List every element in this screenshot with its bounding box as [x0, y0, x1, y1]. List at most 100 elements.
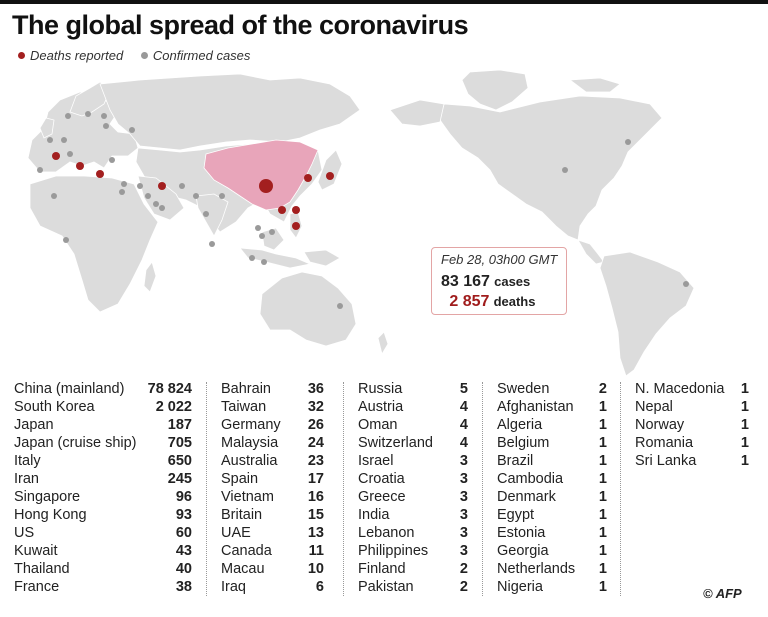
arabia-shape [137, 175, 185, 221]
table-row: Kuwait 43 [14, 542, 192, 560]
case-marker [249, 255, 255, 261]
column-separator [482, 382, 483, 596]
case-marker [153, 201, 159, 207]
country-name: Malaysia [221, 435, 279, 451]
table-row: Nepal 1 [635, 398, 749, 416]
country-name: Singapore [14, 489, 81, 505]
case-marker [61, 137, 67, 143]
table-row: Canada 11 [221, 542, 324, 560]
land-masses [27, 69, 695, 377]
death-marker [278, 206, 286, 214]
case-marker [101, 113, 107, 119]
case-count: 96 [175, 489, 192, 505]
table-column-5: N. Macedonia 1 Nepal 1 Norway 1 Romania 1 Sri La… [635, 380, 749, 598]
case-count: 2 [598, 381, 607, 397]
country-name: Iraq [221, 579, 246, 595]
case-marker [193, 193, 199, 199]
case-count: 1 [740, 399, 749, 415]
case-marker [37, 167, 43, 173]
table-row: India 3 [358, 506, 468, 524]
legend-cases-label: Confirmed cases [152, 48, 251, 63]
case-count: 1 [598, 525, 607, 541]
country-name: Egypt [497, 507, 535, 523]
case-count: 3 [459, 453, 468, 469]
table-row: US 60 [14, 524, 192, 542]
legend-cases: Confirmed cases [140, 48, 251, 63]
case-marker [65, 113, 71, 119]
case-marker [562, 167, 568, 173]
case-marker [103, 123, 109, 129]
totals-deaths-label: deaths [493, 294, 536, 309]
country-name: Brazil [497, 453, 534, 469]
table-row: Algeria 1 [497, 416, 607, 434]
country-name: Bahrain [221, 381, 271, 397]
case-marker [47, 137, 53, 143]
greenland-shape [461, 69, 529, 111]
case-count: 4 [459, 399, 468, 415]
table-row: Macau 10 [221, 560, 324, 578]
case-count: 6 [315, 579, 324, 595]
country-name: Denmark [497, 489, 556, 505]
case-count: 1 [740, 435, 749, 451]
table-row: Switzerland 4 [358, 434, 468, 452]
totals-date: Feb 28, 03h00 GMT [441, 252, 558, 267]
table-row: Philippines 3 [358, 542, 468, 560]
case-markers [37, 111, 689, 309]
case-marker [137, 183, 143, 189]
death-marker [292, 222, 300, 230]
top-rule [0, 0, 768, 4]
country-name: Germany [221, 417, 281, 433]
country-name: Iran [14, 471, 39, 487]
country-name: South Korea [14, 399, 95, 415]
case-count: 43 [175, 543, 192, 559]
totals-deaths: 2 857 deaths [441, 293, 535, 311]
death-marker [259, 179, 273, 193]
death-marker [292, 206, 300, 214]
table-row: Hong Kong 93 [14, 506, 192, 524]
country-name: Thailand [14, 561, 70, 577]
country-name: UAE [221, 525, 251, 541]
totals-cases-label: cases [494, 274, 531, 289]
totals-box: Feb 28, 03h00 GMT 83 167 cases 2 857 dea… [431, 247, 567, 315]
case-count: 2 [459, 561, 468, 577]
case-count: 17 [307, 471, 324, 487]
central-america-shape [577, 239, 605, 265]
case-marker [67, 151, 73, 157]
table-row: Egypt 1 [497, 506, 607, 524]
case-marker [209, 241, 215, 247]
country-name: Taiwan [221, 399, 267, 415]
table-row: Australia 23 [221, 452, 324, 470]
case-count: 1 [740, 453, 749, 469]
country-name: Algeria [497, 417, 543, 433]
table-row: Thailand 40 [14, 560, 192, 578]
russia-shape [99, 73, 361, 151]
table-column-3: Russia 5 Austria 4 Oman 4 Switzerland 4 Israel 3 C… [358, 380, 468, 598]
table-row: Italy 650 [14, 452, 192, 470]
case-count: 3 [459, 471, 468, 487]
world-map [27, 69, 695, 377]
table-row: Nigeria 1 [497, 578, 607, 596]
country-name: Georgia [497, 543, 549, 559]
case-marker [51, 193, 57, 199]
case-marker [683, 281, 689, 287]
country-name: Estonia [497, 525, 546, 541]
arctic-islands-shape [568, 77, 621, 93]
column-separator [620, 382, 621, 596]
country-name: Nigeria [497, 579, 543, 595]
country-name: Sri Lanka [635, 453, 697, 469]
case-count: 38 [175, 579, 192, 595]
table-row: Belgium 1 [497, 434, 607, 452]
table-row: Germany 26 [221, 416, 324, 434]
country-name: Cambodia [497, 471, 564, 487]
india-shape [195, 193, 229, 237]
case-count: 23 [307, 453, 324, 469]
legend-cases-dot [140, 52, 148, 59]
case-marker [63, 237, 69, 243]
case-count: 40 [175, 561, 192, 577]
table-row: Russia 5 [358, 380, 468, 398]
case-count: 3 [459, 507, 468, 523]
new-guinea-shape [303, 249, 341, 267]
country-name: Hong Kong [14, 507, 87, 523]
case-count: 36 [307, 381, 324, 397]
case-count: 2 022 [155, 399, 192, 415]
